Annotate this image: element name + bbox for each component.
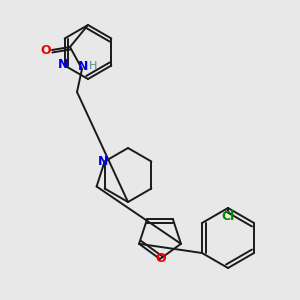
Text: N: N bbox=[78, 61, 88, 74]
Text: O: O bbox=[41, 44, 51, 56]
Text: Cl: Cl bbox=[221, 209, 235, 223]
Text: N: N bbox=[57, 58, 68, 71]
Text: O: O bbox=[156, 253, 166, 266]
Text: N: N bbox=[98, 155, 108, 168]
Text: H: H bbox=[89, 61, 97, 71]
